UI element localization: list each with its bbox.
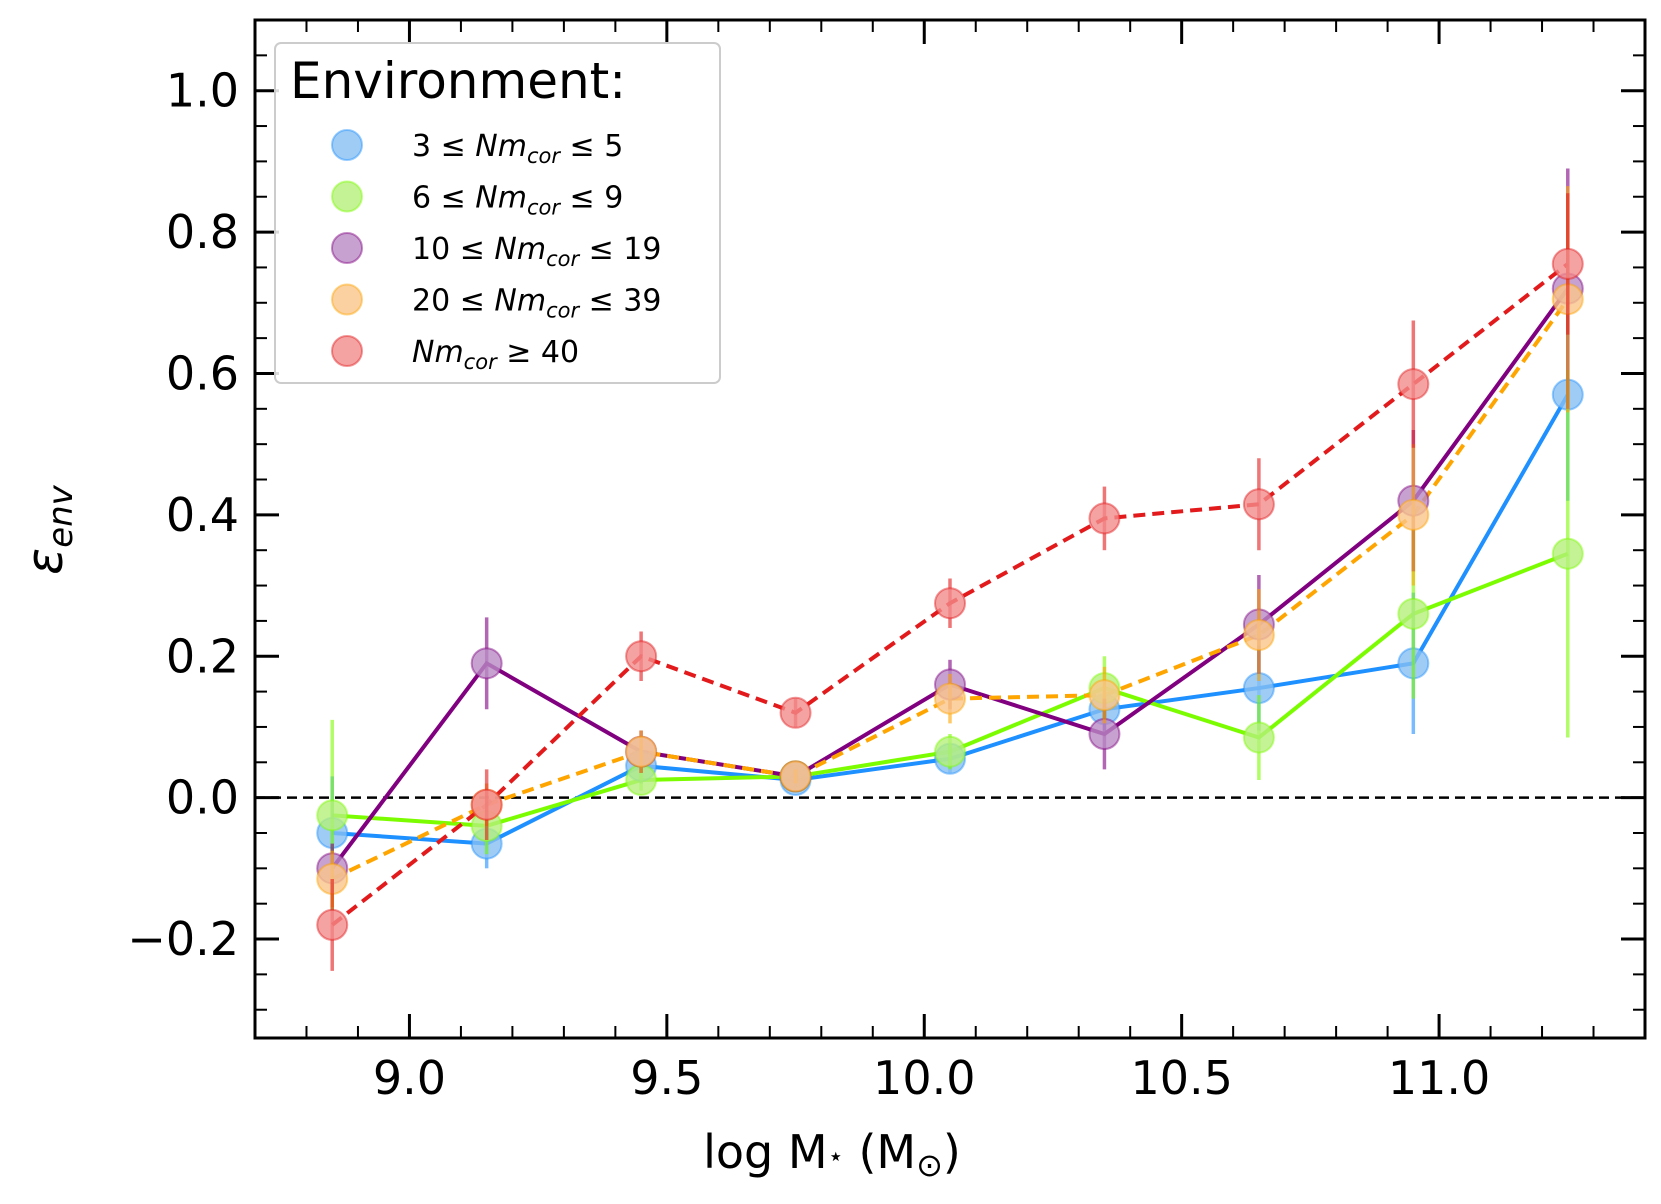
y-tick-label: 0.6: [166, 346, 239, 400]
x-tick-label: 10.0: [873, 1051, 975, 1105]
legend-marker-4: [331, 283, 363, 316]
data-point: [1551, 537, 1584, 570]
data-point: [779, 760, 812, 793]
legend-label-1: 3 ≤ Nmcor ≤ 5: [412, 129, 623, 168]
data-point: [934, 587, 966, 620]
y-tick-label: 0.2: [166, 629, 239, 683]
y-tick-label: −0.2: [127, 912, 239, 966]
data-point: [1242, 488, 1275, 521]
x-axis-label: log M⋆ (M⊙): [703, 1125, 961, 1184]
legend-label-4: 20 ≤ Nmcor ≤ 39: [412, 284, 661, 323]
data-point: [934, 735, 966, 768]
legend-label-2: 6 ≤ Nmcor ≤ 9: [412, 181, 623, 220]
data-point: [1397, 597, 1430, 630]
x-tick-label: 9.0: [373, 1051, 446, 1105]
data-point: [1397, 498, 1430, 531]
legend-box: [274, 42, 721, 384]
x-tick-label: 11.0: [1388, 1051, 1490, 1105]
legend-marker-3: [331, 232, 363, 264]
data-point: [1397, 368, 1430, 401]
data-point: [779, 696, 812, 729]
axis-ticks: 9.0 9.5 10.0 10.5 11.0 −0.2 0.0 0.2 0.4 0.6 0.8 1.0: [127, 20, 1645, 1105]
y-tick-label: 1.0: [166, 64, 239, 118]
data-point: [1551, 247, 1584, 280]
legend-marker-1: [331, 129, 363, 161]
data-point: [625, 640, 658, 673]
legend-label-5: Nmcor ≥ 40: [412, 335, 579, 374]
data-point: [470, 788, 503, 821]
data-series: [316, 168, 1584, 971]
y-tick-label: 0.4: [166, 488, 239, 542]
data-point: [470, 647, 503, 680]
data-point: [1088, 718, 1121, 751]
data-point: [316, 908, 349, 941]
legend-marker-2: [331, 180, 363, 213]
data-point: [1088, 502, 1121, 535]
data-point: [625, 735, 658, 768]
data-point: [1242, 721, 1275, 754]
x-tick-label: 9.5: [630, 1051, 703, 1105]
legend: Environment: 3 ≤ Nmcor ≤ 5 6 ≤ Nmcor ≤ 9 1…: [274, 42, 721, 384]
y-axis-label: εenv: [16, 484, 81, 574]
x-tick-label: 10.5: [1130, 1051, 1232, 1105]
legend-entries: 3 ≤ Nmcor ≤ 5 6 ≤ Nmcor ≤ 9 10 ≤ Nmcor ≤ 1…: [331, 129, 661, 374]
data-point: [1088, 679, 1121, 712]
data-point: [316, 799, 349, 832]
y-tick-label: 0.0: [166, 771, 239, 825]
legend-label-3: 10 ≤ Nmcor ≤ 19: [412, 232, 661, 271]
legend-title: Environment:: [290, 52, 626, 110]
axes-frame: [253, 18, 1647, 1040]
data-point: [1242, 619, 1275, 652]
data-point: [934, 682, 966, 715]
legend-marker-5: [331, 335, 363, 367]
y-tick-label: 0.8: [166, 205, 239, 259]
